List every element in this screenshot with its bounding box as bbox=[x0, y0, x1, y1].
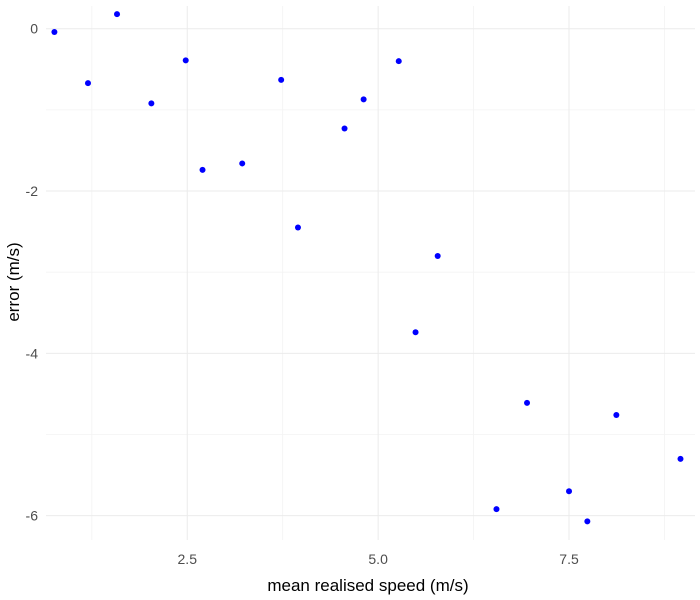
data-point bbox=[239, 160, 246, 167]
y-tick-label: -2 bbox=[26, 183, 39, 199]
data-point bbox=[524, 399, 531, 406]
data-point bbox=[148, 100, 155, 107]
data-points bbox=[51, 11, 684, 525]
x-tick-label: 2.5 bbox=[178, 551, 198, 567]
data-point bbox=[360, 96, 367, 103]
data-point bbox=[395, 58, 402, 65]
data-point bbox=[341, 125, 348, 132]
data-point bbox=[677, 455, 684, 462]
data-point bbox=[114, 11, 121, 18]
data-point bbox=[613, 412, 620, 419]
x-tick-label: 7.5 bbox=[559, 551, 579, 567]
data-point bbox=[493, 506, 500, 513]
data-point bbox=[584, 518, 591, 525]
minor-gridlines bbox=[46, 6, 695, 540]
data-point bbox=[84, 80, 91, 87]
y-axis-title: error (m/s) bbox=[4, 242, 23, 321]
major-gridlines bbox=[46, 6, 695, 540]
data-point bbox=[434, 252, 441, 259]
data-point bbox=[412, 329, 419, 336]
y-tick-labels: 0 -2 -4 -6 bbox=[26, 21, 39, 524]
data-point bbox=[278, 76, 285, 83]
x-tick-labels: 2.5 5.0 7.5 bbox=[178, 551, 579, 567]
y-tick-label: 0 bbox=[30, 21, 38, 37]
data-point bbox=[182, 57, 189, 64]
x-tick-label: 5.0 bbox=[368, 551, 388, 567]
y-tick-label: -4 bbox=[26, 345, 39, 361]
data-point bbox=[51, 28, 58, 35]
data-point bbox=[199, 166, 206, 173]
data-point bbox=[566, 488, 573, 495]
data-point bbox=[294, 224, 301, 231]
y-tick-label: -6 bbox=[26, 508, 39, 524]
x-axis-title: mean realised speed (m/s) bbox=[267, 576, 468, 595]
